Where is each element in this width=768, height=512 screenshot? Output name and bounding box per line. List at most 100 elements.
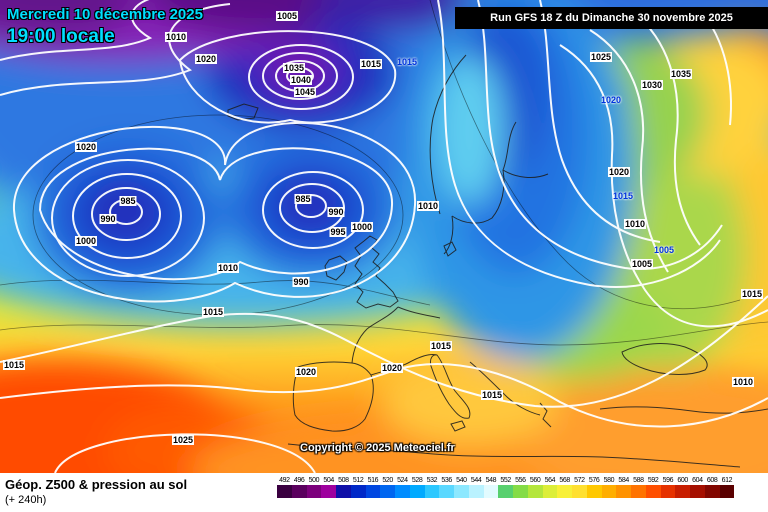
colorbar-swatch xyxy=(645,485,661,498)
pressure-label: 1015 xyxy=(396,57,418,67)
run-info-text: Run GFS 18 Z du Dimanche 30 novembre 202… xyxy=(490,12,733,24)
colorbar-value: 540 xyxy=(456,477,467,484)
colorbar: 492 496 500 504 508 512 516 520 524 528 532 536 540 5… xyxy=(277,476,735,498)
colorbar-cell: 520 xyxy=(380,476,395,498)
colorbar-value: 576 xyxy=(588,477,600,484)
colorbar-cell: 564 xyxy=(542,476,558,498)
map-title: Géop. Z500 & pression au sol xyxy=(5,477,188,492)
colorbar-swatch xyxy=(601,485,617,498)
pressure-label: 1020 xyxy=(380,363,404,373)
colorbar-cell: 608 xyxy=(704,476,720,498)
colorbar-swatch xyxy=(439,485,454,498)
map-time: 19:00 locale xyxy=(7,26,115,47)
pressure-label: 1015 xyxy=(429,341,453,351)
pressure-label: 1010 xyxy=(216,263,240,273)
pressure-label: 1015 xyxy=(612,191,634,201)
colorbar-swatch xyxy=(321,485,336,498)
colorbar-swatch xyxy=(424,485,440,498)
pressure-label: 1035 xyxy=(282,63,306,73)
colorbar-cell: 512 xyxy=(350,476,366,498)
colorbar-value: 536 xyxy=(441,477,452,484)
colorbar-swatch xyxy=(513,485,528,498)
colorbar-cell: 576 xyxy=(586,476,602,498)
pressure-label: 1020 xyxy=(194,54,218,64)
pressure-label: 990 xyxy=(327,207,345,217)
colorbar-value: 604 xyxy=(692,477,703,484)
pressure-label: 1010 xyxy=(731,377,755,387)
colorbar-value: 516 xyxy=(367,477,379,484)
colorbar-value: 592 xyxy=(647,477,659,484)
pressure-label: 1020 xyxy=(294,367,318,377)
colorbar-value: 588 xyxy=(633,477,644,484)
colorbar-swatch xyxy=(675,485,690,498)
colorbar-swatch xyxy=(616,485,631,498)
legend-bar: Géop. Z500 & pression au sol (+ 240h) 49… xyxy=(0,473,768,512)
colorbar-cell: 580 xyxy=(601,476,617,498)
copyright-text: Copyright © 2025 Meteociel.fr xyxy=(300,442,455,454)
colorbar-cell: 500 xyxy=(306,476,322,498)
colorbar-swatch xyxy=(365,485,381,498)
pressure-labels: 1005 1010 1020 1015 1015 1035 1040 1045 1020 1025… xyxy=(2,11,764,445)
colorbar-swatch xyxy=(586,485,602,498)
colorbar-swatch xyxy=(336,485,351,498)
colorbar-swatch xyxy=(350,485,366,498)
colorbar-value: 500 xyxy=(308,477,320,484)
pressure-label: 990 xyxy=(99,214,117,224)
colorbar-cell: 556 xyxy=(513,476,528,498)
pressure-label: 1015 xyxy=(2,360,26,370)
pressure-label: 985 xyxy=(294,194,312,204)
pressure-label: 1030 xyxy=(640,80,664,90)
pressure-label: 1020 xyxy=(74,142,98,152)
pressure-label: 1010 xyxy=(623,219,647,229)
colorbar-swatch xyxy=(719,485,735,498)
colorbar-value: 492 xyxy=(279,477,290,484)
colorbar-cell: 532 xyxy=(424,476,440,498)
pressure-label: 1015 xyxy=(201,307,225,317)
colorbar-value: 608 xyxy=(706,477,718,484)
pressure-label: 995 xyxy=(329,227,347,237)
colorbar-cell: 600 xyxy=(675,476,690,498)
pressure-label: 1045 xyxy=(293,87,317,97)
colorbar-swatch xyxy=(572,485,587,498)
colorbar-value: 524 xyxy=(397,477,408,484)
colorbar-value: 584 xyxy=(618,477,629,484)
colorbar-swatch xyxy=(409,485,425,498)
colorbar-cell: 528 xyxy=(409,476,425,498)
colorbar-value: 548 xyxy=(485,477,497,484)
map-area: 1005 1010 1020 1015 1015 1035 1040 1045 1020 1025… xyxy=(0,0,768,473)
pressure-label: 1015 xyxy=(359,59,383,69)
pressure-label: 1025 xyxy=(589,52,613,62)
colorbar-value: 512 xyxy=(352,477,364,484)
pressure-label: 1035 xyxy=(669,69,693,79)
pressure-label: 1020 xyxy=(607,167,631,177)
colorbar-swatch xyxy=(380,485,395,498)
colorbar-value: 560 xyxy=(529,477,541,484)
pressure-label: 1005 xyxy=(630,259,654,269)
colorbar-cell: 516 xyxy=(365,476,381,498)
colorbar-swatch xyxy=(690,485,705,498)
colorbar-value: 596 xyxy=(662,477,674,484)
colorbar-value: 600 xyxy=(677,477,688,484)
pressure-label: 1005 xyxy=(275,11,299,21)
colorbar-value: 520 xyxy=(382,477,393,484)
colorbar-cell: 508 xyxy=(336,476,351,498)
colorbar-cell: 596 xyxy=(660,476,676,498)
pressure-label: 1015 xyxy=(740,289,764,299)
pressure-label: 1010 xyxy=(164,32,188,42)
colorbar-cell: 540 xyxy=(454,476,469,498)
colorbar-cell: 496 xyxy=(291,476,307,498)
pressure-label: 1000 xyxy=(74,236,98,246)
weather-map-image xyxy=(0,0,768,473)
colorbar-cell: 504 xyxy=(321,476,336,498)
forecast-lead-time: (+ 240h) xyxy=(5,494,47,506)
colorbar-swatch xyxy=(395,485,410,498)
colorbar-value: 564 xyxy=(544,477,556,484)
colorbar-swatch xyxy=(660,485,676,498)
colorbar-value: 552 xyxy=(500,477,511,484)
colorbar-cell: 544 xyxy=(468,476,484,498)
colorbar-cell: 560 xyxy=(527,476,543,498)
pressure-label: 1010 xyxy=(416,201,440,211)
colorbar-swatch xyxy=(483,485,499,498)
colorbar-swatch xyxy=(306,485,322,498)
